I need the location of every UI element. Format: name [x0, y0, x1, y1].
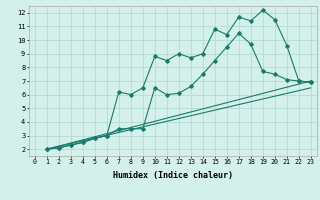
- X-axis label: Humidex (Indice chaleur): Humidex (Indice chaleur): [113, 171, 233, 180]
